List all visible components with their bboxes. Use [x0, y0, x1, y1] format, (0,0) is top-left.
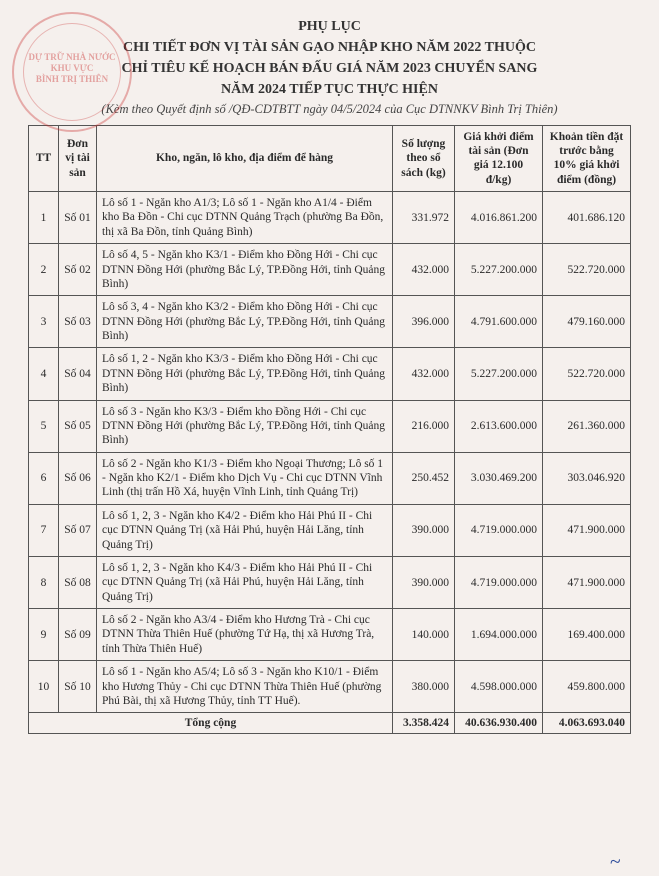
- cell-don: Số 01: [59, 192, 97, 244]
- total-label: Tổng cộng: [29, 713, 393, 734]
- cell-qty: 140.000: [393, 609, 455, 661]
- cell-tt: 9: [29, 609, 59, 661]
- table-footer: Tổng cộng 3.358.424 40.636.930.400 4.063…: [29, 713, 631, 734]
- title-line-4: NĂM 2024 TIẾP TỤC THỰC HIỆN: [28, 81, 631, 100]
- cell-gia: 4.598.000.000: [455, 661, 543, 713]
- cell-tt: 8: [29, 556, 59, 608]
- cell-don: Số 10: [59, 661, 97, 713]
- header-don: Đơn vị tài sản: [59, 125, 97, 192]
- cell-qty: 331.972: [393, 192, 455, 244]
- cell-khoan: 471.900.000: [543, 556, 631, 608]
- total-khoan: 4.063.693.040: [543, 713, 631, 734]
- cell-khoan: 471.900.000: [543, 504, 631, 556]
- table-row: 7Số 07Lô số 1, 2, 3 - Ngăn kho K4/2 - Đi…: [29, 504, 631, 556]
- cell-khoan: 261.360.000: [543, 400, 631, 452]
- table-row: 5Số 05Lô số 3 - Ngăn kho K3/3 - Điểm kho…: [29, 400, 631, 452]
- title-line-1: PHỤ LỤC: [28, 18, 631, 37]
- cell-don: Số 06: [59, 452, 97, 504]
- cell-qty: 216.000: [393, 400, 455, 452]
- header-tt: TT: [29, 125, 59, 192]
- cell-don: Số 05: [59, 400, 97, 452]
- cell-tt: 2: [29, 244, 59, 296]
- table-row: 10Số 10Lô số 1 - Ngăn kho A5/4; Lô số 3 …: [29, 661, 631, 713]
- table-row: 4Số 04Lô số 1, 2 - Ngăn kho K3/3 - Điểm …: [29, 348, 631, 400]
- cell-gia: 4.719.000.000: [455, 504, 543, 556]
- table-row: 8Số 08Lô số 1, 2, 3 - Ngăn kho K4/3 - Đi…: [29, 556, 631, 608]
- cell-desc: Lô số 2 - Ngăn kho A3/4 - Điểm kho Hương…: [97, 609, 393, 661]
- cell-desc: Lô số 1, 2 - Ngăn kho K3/3 - Điểm kho Đồ…: [97, 348, 393, 400]
- cell-tt: 4: [29, 348, 59, 400]
- cell-don: Số 08: [59, 556, 97, 608]
- title-line-3: CHỈ TIÊU KẾ HOẠCH BÁN ĐẤU GIÁ NĂM 2023 C…: [28, 60, 631, 79]
- cell-gia: 4.719.000.000: [455, 556, 543, 608]
- cell-desc: Lô số 3 - Ngăn kho K3/3 - Điểm kho Đồng …: [97, 400, 393, 452]
- cell-tt: 5: [29, 400, 59, 452]
- cell-desc: Lô số 4, 5 - Ngăn kho K3/1 - Điểm kho Đồ…: [97, 244, 393, 296]
- cell-qty: 390.000: [393, 504, 455, 556]
- cell-desc: Lô số 1 - Ngăn kho A5/4; Lô số 3 - Ngăn …: [97, 661, 393, 713]
- total-gia: 40.636.930.400: [455, 713, 543, 734]
- title-line-2: CHI TIẾT ĐƠN VỊ TÀI SẢN GẠO NHẬP KHO NĂM…: [28, 39, 631, 58]
- cell-tt: 3: [29, 296, 59, 348]
- header-desc: Kho, ngăn, lô kho, địa điểm để hàng: [97, 125, 393, 192]
- signature: ~: [609, 850, 622, 874]
- cell-khoan: 303.046.920: [543, 452, 631, 504]
- cell-gia: 2.613.600.000: [455, 400, 543, 452]
- cell-don: Số 04: [59, 348, 97, 400]
- cell-desc: Lô số 1 - Ngăn kho A1/3; Lô số 1 - Ngăn …: [97, 192, 393, 244]
- cell-khoan: 169.400.000: [543, 609, 631, 661]
- cell-desc: Lô số 3, 4 - Ngăn kho K3/2 - Điểm kho Đồ…: [97, 296, 393, 348]
- table-row: 1Số 01Lô số 1 - Ngăn kho A1/3; Lô số 1 -…: [29, 192, 631, 244]
- table-header: TT Đơn vị tài sản Kho, ngăn, lô kho, địa…: [29, 125, 631, 192]
- cell-don: Số 02: [59, 244, 97, 296]
- cell-qty: 250.452: [393, 452, 455, 504]
- header-khoan: Khoản tiền đặt trước bằng 10% giá khởi đ…: [543, 125, 631, 192]
- cell-tt: 10: [29, 661, 59, 713]
- cell-gia: 3.030.469.200: [455, 452, 543, 504]
- data-table: TT Đơn vị tài sản Kho, ngăn, lô kho, địa…: [28, 125, 631, 735]
- cell-khoan: 479.160.000: [543, 296, 631, 348]
- cell-gia: 5.227.200.000: [455, 348, 543, 400]
- cell-khoan: 522.720.000: [543, 348, 631, 400]
- cell-qty: 432.000: [393, 348, 455, 400]
- header-gia: Giá khởi điểm tài sản (Đơn giá 12.100 đ/…: [455, 125, 543, 192]
- cell-gia: 4.016.861.200: [455, 192, 543, 244]
- cell-khoan: 401.686.120: [543, 192, 631, 244]
- cell-desc: Lô số 1, 2, 3 - Ngăn kho K4/3 - Điểm kho…: [97, 556, 393, 608]
- cell-khoan: 459.800.000: [543, 661, 631, 713]
- subtitle: (Kèm theo Quyết định số /QĐ-CDTBTT ngày …: [28, 102, 631, 117]
- cell-qty: 432.000: [393, 244, 455, 296]
- header-qty: Số lượng theo sổ sách (kg): [393, 125, 455, 192]
- table-row: 6Số 06Lô số 2 - Ngăn kho K1/3 - Điểm kho…: [29, 452, 631, 504]
- document-page: DỰ TRỮ NHÀ NƯỚC KHU VỰC BÌNH TRỊ THIÊN P…: [0, 0, 659, 876]
- cell-don: Số 07: [59, 504, 97, 556]
- cell-qty: 390.000: [393, 556, 455, 608]
- cell-khoan: 522.720.000: [543, 244, 631, 296]
- cell-gia: 4.791.600.000: [455, 296, 543, 348]
- cell-desc: Lô số 2 - Ngăn kho K1/3 - Điểm kho Ngoại…: [97, 452, 393, 504]
- cell-qty: 396.000: [393, 296, 455, 348]
- total-qty: 3.358.424: [393, 713, 455, 734]
- cell-gia: 1.694.000.000: [455, 609, 543, 661]
- cell-tt: 7: [29, 504, 59, 556]
- cell-don: Số 03: [59, 296, 97, 348]
- table-body: 1Số 01Lô số 1 - Ngăn kho A1/3; Lô số 1 -…: [29, 192, 631, 713]
- cell-desc: Lô số 1, 2, 3 - Ngăn kho K4/2 - Điểm kho…: [97, 504, 393, 556]
- cell-tt: 1: [29, 192, 59, 244]
- table-row: 3Số 03Lô số 3, 4 - Ngăn kho K3/2 - Điểm …: [29, 296, 631, 348]
- table-row: 2Số 02Lô số 4, 5 - Ngăn kho K3/1 - Điểm …: [29, 244, 631, 296]
- cell-gia: 5.227.200.000: [455, 244, 543, 296]
- table-row: 9Số 09Lô số 2 - Ngăn kho A3/4 - Điểm kho…: [29, 609, 631, 661]
- cell-qty: 380.000: [393, 661, 455, 713]
- cell-tt: 6: [29, 452, 59, 504]
- cell-don: Số 09: [59, 609, 97, 661]
